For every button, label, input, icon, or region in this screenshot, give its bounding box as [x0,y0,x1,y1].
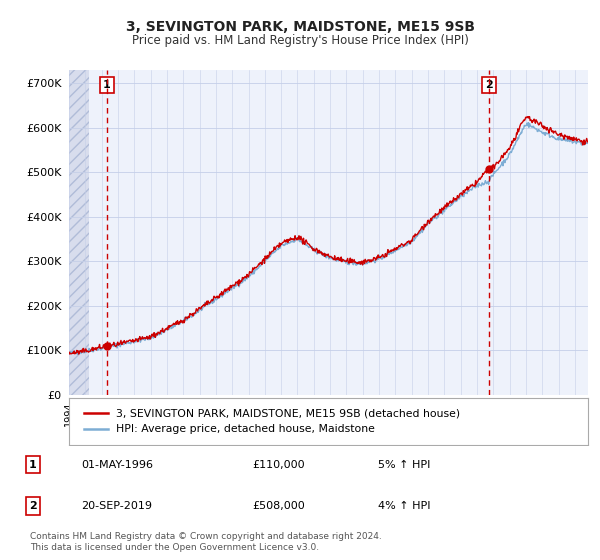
Legend: 3, SEVINGTON PARK, MAIDSTONE, ME15 9SB (detached house), HPI: Average price, det: 3, SEVINGTON PARK, MAIDSTONE, ME15 9SB (… [80,404,465,438]
Text: 2: 2 [29,501,37,511]
Text: 2: 2 [485,80,493,90]
Text: 1: 1 [29,460,37,469]
Text: 01-MAY-1996: 01-MAY-1996 [81,460,153,469]
Text: 1: 1 [103,80,111,90]
Text: £110,000: £110,000 [252,460,305,469]
Text: Contains HM Land Registry data © Crown copyright and database right 2024.
This d: Contains HM Land Registry data © Crown c… [30,533,382,552]
Text: 5% ↑ HPI: 5% ↑ HPI [378,460,430,469]
Text: 20-SEP-2019: 20-SEP-2019 [81,501,152,511]
Bar [69,70,89,395]
Text: £508,000: £508,000 [252,501,305,511]
Text: 3, SEVINGTON PARK, MAIDSTONE, ME15 9SB: 3, SEVINGTON PARK, MAIDSTONE, ME15 9SB [125,20,475,34]
Text: 4% ↑ HPI: 4% ↑ HPI [378,501,431,511]
Text: Price paid vs. HM Land Registry's House Price Index (HPI): Price paid vs. HM Land Registry's House … [131,34,469,46]
